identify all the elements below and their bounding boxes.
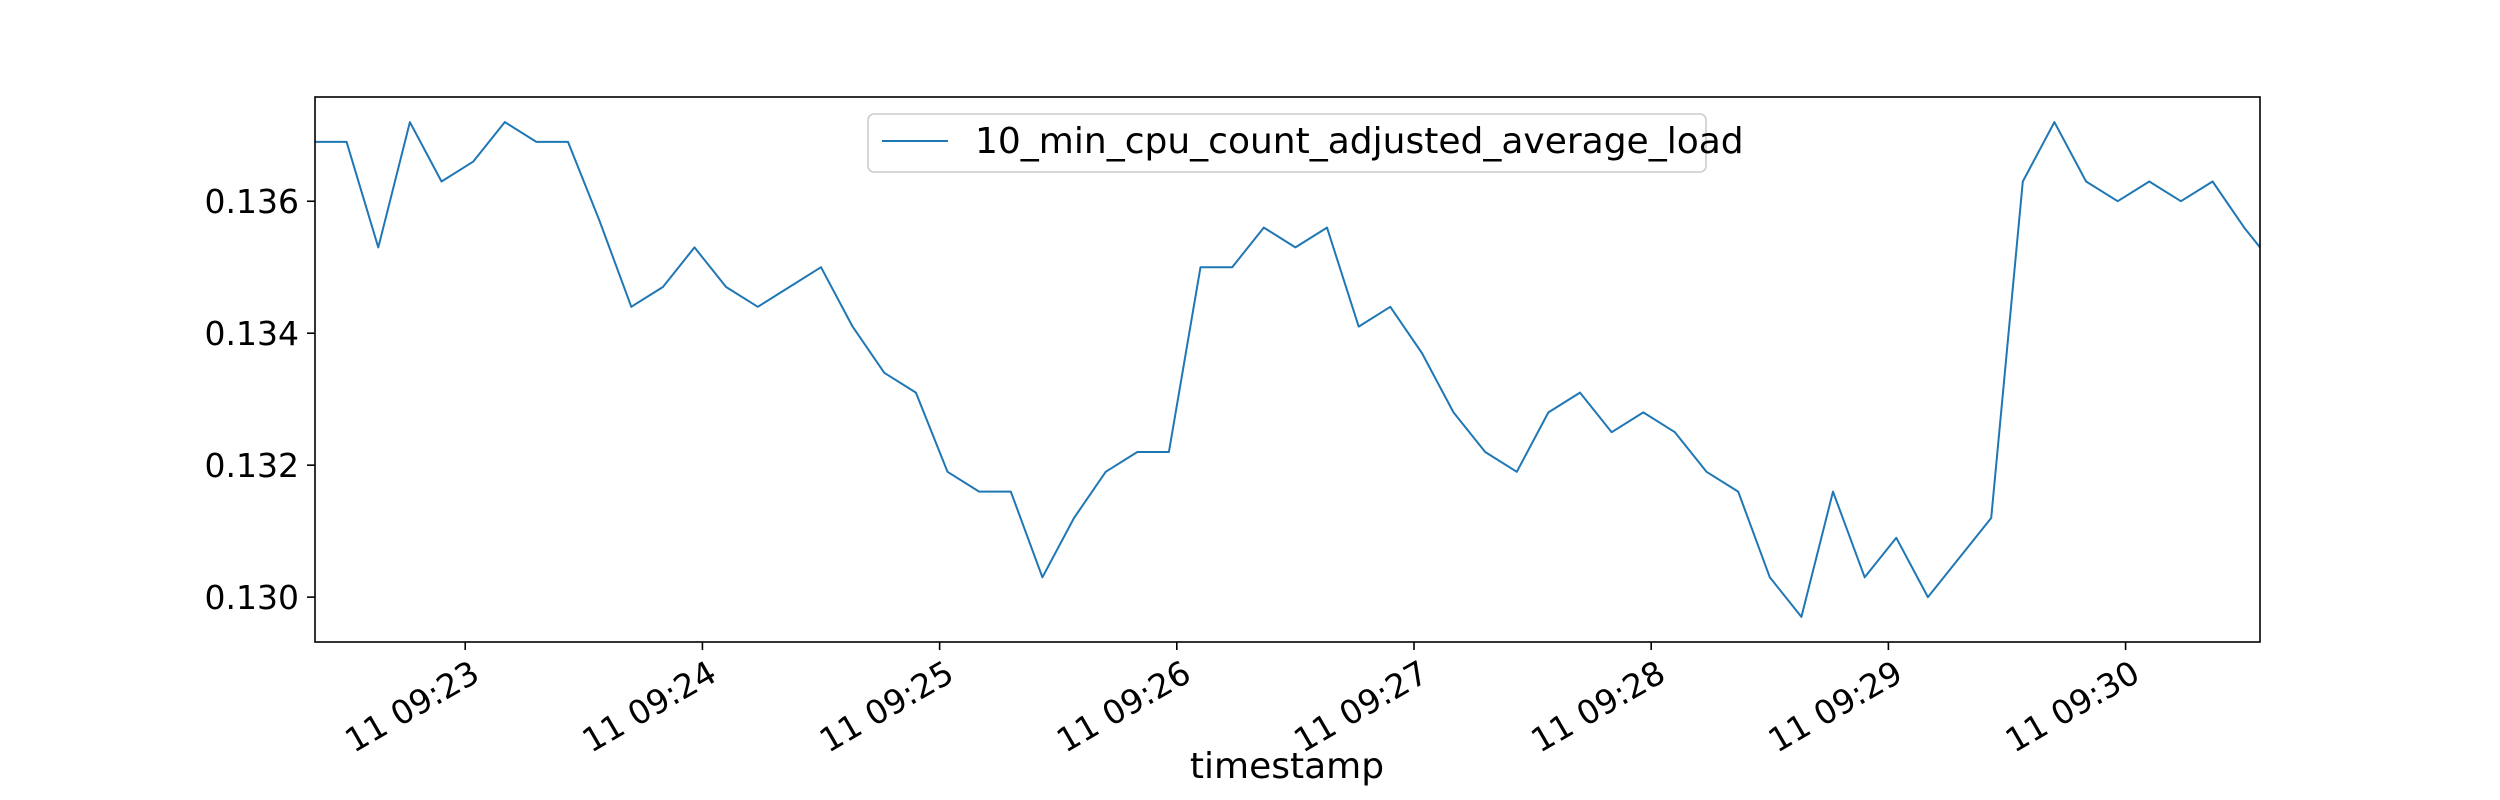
y-tick-label: 0.132 <box>205 446 299 485</box>
series-layer <box>315 121 2261 618</box>
legend-series-label: 10_min_cpu_count_adjusted_average_load <box>975 121 1744 162</box>
plot-frame <box>314 96 2261 643</box>
x-axis-title: timestamp <box>1190 746 1384 787</box>
legend: 10_min_cpu_count_adjusted_average_load <box>867 113 1744 173</box>
y-axis-ticks: 0.130 0.132 0.134 0.136 <box>205 182 315 617</box>
y-tick-label: 0.134 <box>205 314 299 353</box>
series-line-0 <box>315 121 2261 618</box>
y-tick-label: 0.130 <box>205 578 299 617</box>
legend-box <box>867 113 1707 173</box>
y-tick-label: 0.136 <box>205 182 299 221</box>
